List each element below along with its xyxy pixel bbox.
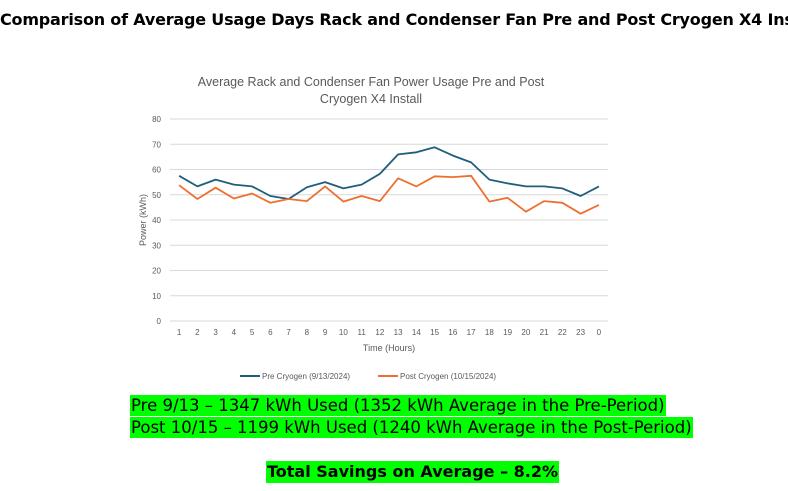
x-tick-label: 7 [286,328,291,337]
y-tick-label: 50 [152,191,161,200]
series-line-pre [178,146,600,200]
summary-post: Post 10/15 – 1199 kWh Used (1240 kWh Ave… [130,417,693,438]
x-tick-label: 15 [430,328,439,337]
y-tick-label: 70 [152,140,161,149]
x-tick-label: 2 [195,328,200,337]
y-axis-label: Power (kWh) [138,194,148,246]
y-tick-label: 0 [157,317,162,326]
y-tick-label: 60 [152,166,161,175]
y-tick-label: 20 [152,267,161,276]
x-tick-label: 22 [558,328,567,337]
y-tick-label: 80 [152,115,161,124]
x-tick-labels: 1 2 3 4 5 6 7 8 9 10 11 12 13 14 15 16 17 18 19 20 21 22 23 0 [177,328,602,337]
x-tick-label: 4 [232,328,237,337]
y-tick-label: 10 [152,292,161,301]
legend-label-post: Post Cryogen (10/15/2024) [400,372,496,381]
summary-pre: Pre 9/13 – 1347 kWh Used (1352 kWh Avera… [130,395,666,416]
x-tick-label: 3 [213,328,218,337]
x-tick-label: 20 [521,328,530,337]
x-axis-label: Time (Hours) [363,343,415,353]
x-tick-label: 14 [412,328,421,337]
x-tick-label: 17 [467,328,476,337]
page-title: Comparison of Average Usage Days Rack an… [0,10,788,29]
x-tick-label: 21 [540,328,549,337]
x-tick-label: 10 [339,328,348,337]
x-tick-label: 12 [375,328,384,337]
chart-title-line-2: Cryogen X4 Install [320,92,422,106]
x-tick-label: 19 [503,328,512,337]
y-tick-labels: 0 10 20 30 40 50 60 70 80 [152,115,161,326]
x-tick-label: 23 [576,328,585,337]
x-tick-label: 0 [597,328,602,337]
gridlines [170,118,608,322]
line-chart: Average Rack and Condenser Fan Power Usa… [138,75,608,381]
y-tick-label: 30 [152,241,161,250]
series-lines [178,146,600,215]
x-tick-label: 6 [268,328,273,337]
y-tick-label: 40 [152,216,161,225]
legend-label-pre: Pre Cryogen (9/13/2024) [262,372,350,381]
x-tick-label: 18 [485,328,494,337]
x-tick-label: 13 [394,328,403,337]
x-tick-label: 1 [177,328,182,337]
legend: Pre Cryogen (9/13/2024) Post Cryogen (10… [240,372,496,381]
series-line-post [178,174,600,215]
x-tick-label: 16 [448,328,457,337]
x-tick-label: 8 [305,328,310,337]
chart-title-line-1: Average Rack and Condenser Fan Power Usa… [198,75,545,89]
total-savings: Total Savings on Average – 8.2% [266,461,560,483]
x-tick-label: 11 [357,328,366,337]
x-tick-label: 9 [323,328,328,337]
x-tick-label: 5 [250,328,255,337]
